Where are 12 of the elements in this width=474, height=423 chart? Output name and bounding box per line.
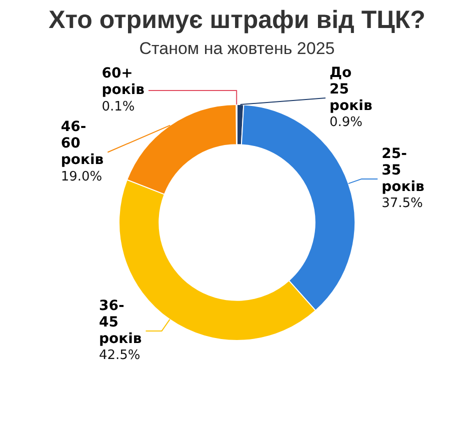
chart-subtitle: Станом на жовтень 2025 — [138, 39, 336, 59]
chart-title: Хто отримує штрафи від ТЦК? — [48, 5, 426, 35]
data-label: 0.9% — [330, 115, 363, 130]
slice-label: 46-60 років — [60, 119, 104, 168]
data-label: 42.5% — [98, 348, 140, 364]
slice-label: До 25 років — [330, 64, 372, 114]
slice-label: 25-35 років — [382, 146, 425, 195]
data-label: 37.5% — [382, 196, 423, 212]
data-label: 0.1% — [102, 99, 135, 114]
slice-label: 36-45 років — [98, 298, 142, 347]
slice-label: 60+ років — [102, 66, 145, 98]
data-label: 19.0% — [60, 169, 102, 184]
